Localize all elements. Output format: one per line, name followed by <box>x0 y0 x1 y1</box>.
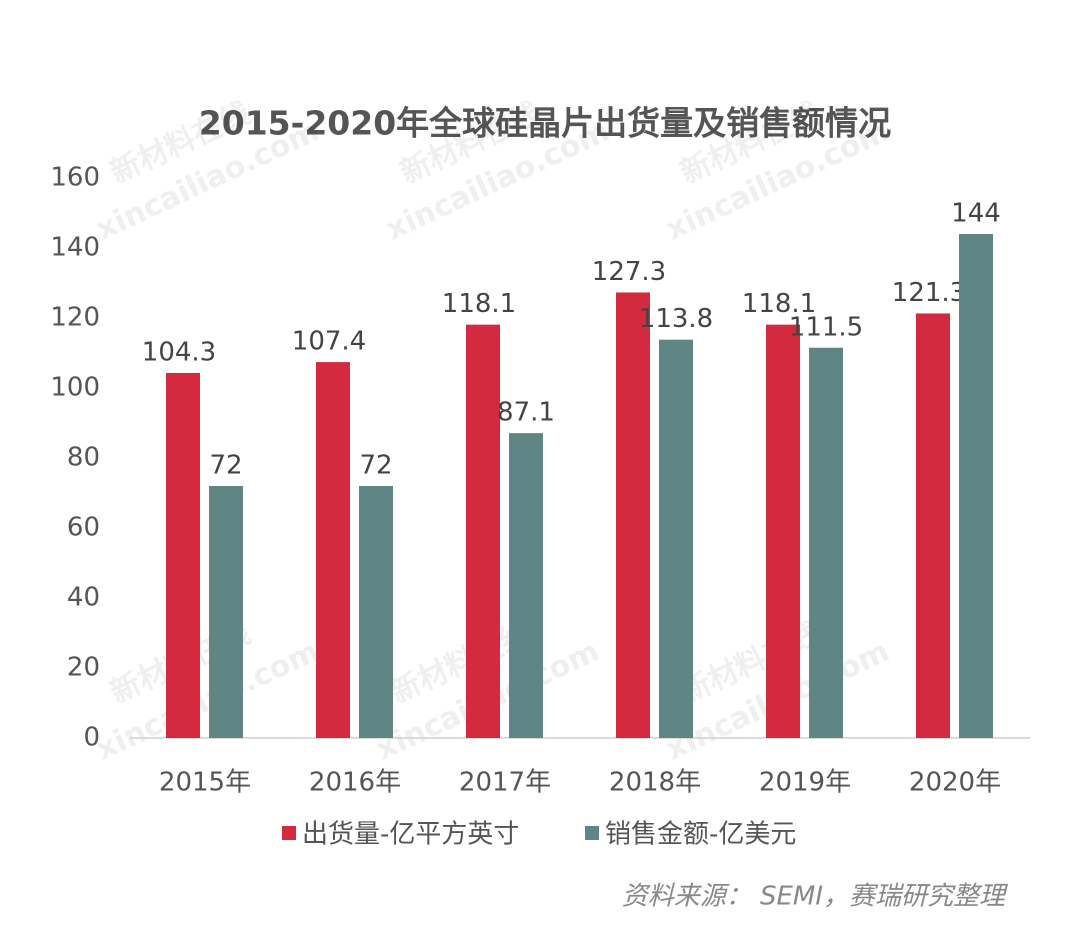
y-tick-label: 140 <box>50 233 100 263</box>
bar <box>316 362 350 738</box>
y-tick-label: 160 <box>50 163 100 193</box>
value-label: 111.5 <box>789 312 863 342</box>
y-tick-label: 20 <box>67 653 100 683</box>
bar <box>616 292 650 738</box>
value-label: 127.3 <box>592 257 666 287</box>
value-label: 144 <box>951 199 1001 229</box>
value-label: 118.1 <box>742 289 816 319</box>
x-tick-label: 2018年 <box>609 768 701 798</box>
legend-label: 出货量-亿平方英寸 <box>302 820 519 850</box>
bar <box>166 372 200 738</box>
legend-label: 销售金额-亿美元 <box>605 820 796 850</box>
bar <box>509 433 543 738</box>
bar <box>209 486 243 738</box>
x-tick-label: 2016年 <box>309 768 401 798</box>
value-label: 118.1 <box>442 289 516 319</box>
bar <box>809 347 843 738</box>
y-tick-label: 80 <box>67 443 100 473</box>
bar <box>959 234 993 738</box>
y-tick-label: 60 <box>67 513 100 543</box>
value-label: 72 <box>359 451 392 481</box>
value-label: 87.1 <box>497 398 555 428</box>
x-tick-label: 2020年 <box>909 768 1001 798</box>
value-label: 72 <box>209 451 242 481</box>
y-tick-label: 120 <box>50 303 100 333</box>
y-tick-label: 100 <box>50 373 100 403</box>
legend-swatch <box>282 826 296 840</box>
value-label: 107.4 <box>292 327 366 357</box>
x-tick-label: 2015年 <box>159 768 251 798</box>
bar <box>466 324 500 738</box>
source-note: 资料来源： SEMI，赛瑞研究整理 <box>622 882 1009 912</box>
bar <box>659 339 693 738</box>
bar <box>359 486 393 738</box>
chart-title: 2015-2020年全球硅晶片出货量及销售额情况 <box>199 104 891 143</box>
bar <box>916 313 950 738</box>
y-tick-label: 0 <box>83 723 100 753</box>
value-label: 104.3 <box>142 337 216 367</box>
bar <box>766 324 800 738</box>
value-label: 113.8 <box>639 304 713 334</box>
x-tick-label: 2017年 <box>459 768 551 798</box>
legend-swatch <box>585 826 599 840</box>
x-tick-label: 2019年 <box>759 768 851 798</box>
y-tick-label: 40 <box>67 583 100 613</box>
value-label: 121.3 <box>892 278 966 308</box>
